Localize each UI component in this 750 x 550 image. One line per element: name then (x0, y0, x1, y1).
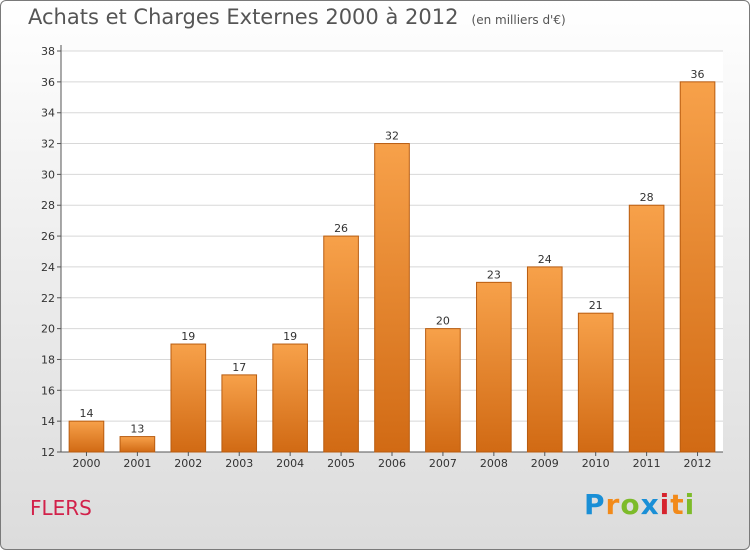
data-label: 24 (538, 253, 552, 266)
x-tick-label: 2011 (633, 457, 661, 470)
bar (476, 281, 512, 453)
bar (679, 81, 716, 453)
data-label: 17 (232, 361, 246, 374)
x-tick-label: 2012 (684, 457, 712, 470)
y-tick-label: 38 (41, 45, 55, 58)
data-label: 19 (283, 330, 297, 343)
logo-letter: i (684, 488, 696, 521)
y-tick-label: 30 (41, 168, 55, 181)
x-tick-label: 2004 (276, 457, 304, 470)
y-tick-label: 14 (41, 415, 55, 428)
logo-letter: o (620, 488, 641, 521)
bar (425, 328, 461, 453)
data-label: 19 (181, 330, 195, 343)
bar (272, 343, 308, 453)
logo-letter: P (584, 488, 606, 521)
y-tick-label: 32 (41, 138, 55, 151)
bar (119, 436, 156, 453)
data-label: 36 (691, 68, 705, 81)
bar (526, 266, 563, 453)
x-tick-label: 2005 (327, 457, 355, 470)
y-tick-label: 24 (41, 261, 55, 274)
data-label: 28 (640, 191, 654, 204)
chart-title: Achats et Charges Externes 2000 à 2012 (… (28, 5, 566, 29)
commune-name: FLERS (30, 496, 92, 520)
x-tick-label: 2010 (582, 457, 610, 470)
y-tick-label: 26 (41, 230, 55, 243)
bar (221, 374, 258, 453)
y-tick-label: 22 (41, 292, 55, 305)
x-tick-label: 2008 (480, 457, 508, 470)
data-label: 21 (589, 299, 603, 312)
logo-letter: i (659, 488, 671, 521)
data-label: 13 (130, 423, 144, 436)
x-tick-label: 2001 (123, 457, 151, 470)
y-tick-label: 20 (41, 323, 55, 336)
y-tick-label: 18 (41, 353, 55, 366)
data-label: 32 (385, 130, 399, 143)
y-tick-label: 28 (41, 199, 55, 212)
bar (68, 420, 105, 453)
y-tick-label: 16 (41, 384, 55, 397)
x-tick-label: 2007 (429, 457, 457, 470)
data-label: 20 (436, 315, 450, 328)
x-tick-label: 2006 (378, 457, 406, 470)
x-tick-label: 2003 (225, 457, 253, 470)
proxiti-logo: Proxiti (584, 488, 695, 521)
logo-letter: x (640, 488, 660, 521)
x-tick-label: 2009 (531, 457, 559, 470)
data-label: 14 (79, 407, 93, 420)
data-label: 26 (334, 222, 348, 235)
bar (170, 343, 207, 453)
logo-letter: t (670, 488, 685, 521)
bar (628, 204, 665, 453)
chart-title-text: Achats et Charges Externes 2000 à 2012 (28, 5, 459, 29)
y-tick-label: 12 (41, 446, 55, 459)
bar (577, 312, 614, 453)
x-tick-label: 2002 (174, 457, 202, 470)
bar-chart: 12 14 16 18 20 22 24 26 28 30 32 34 36 38 14 2000 13 2001… (41, 45, 723, 470)
chart-unit: (en milliers d'€) (471, 13, 566, 27)
data-label: 23 (487, 268, 501, 281)
bar (374, 143, 410, 453)
y-tick-label: 34 (41, 107, 55, 120)
y-tick-label: 36 (41, 76, 55, 89)
bar (323, 235, 359, 453)
x-tick-label: 2000 (72, 457, 100, 470)
logo-letter: r (605, 488, 621, 521)
